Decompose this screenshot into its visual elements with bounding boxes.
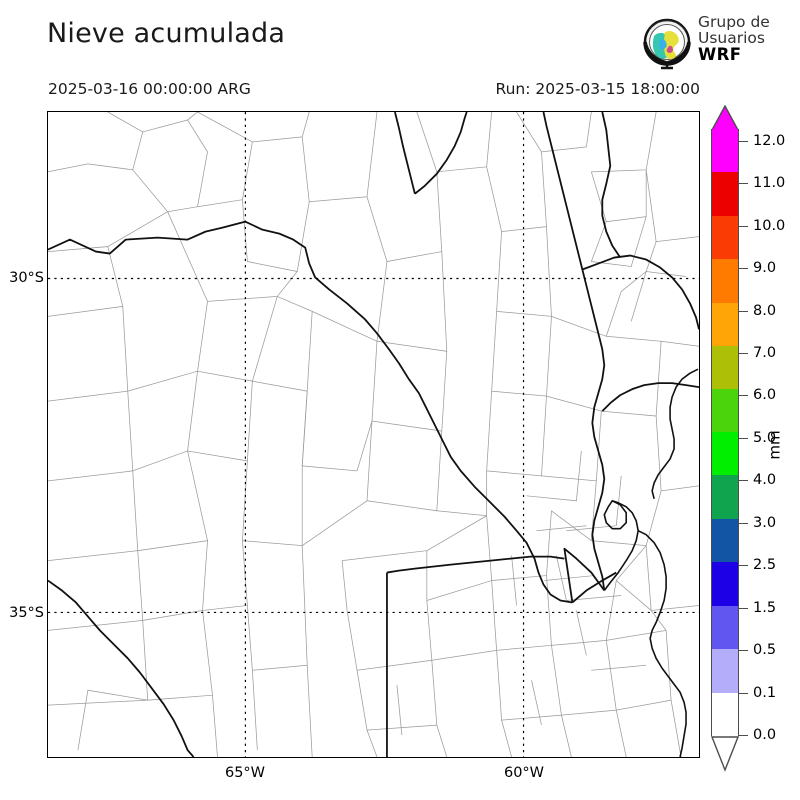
x-axis-tick-label: 60°W: [503, 765, 545, 781]
colorbar-band: [712, 171, 738, 216]
colorbar-band: [712, 519, 738, 563]
colorbar-gradient: [711, 129, 739, 736]
colorbar-tick: [739, 353, 748, 354]
wrf-logo: Grupo de Usuarios WRF: [640, 14, 796, 74]
colorbar-tick-label: 8.0: [753, 303, 777, 319]
colorbar-tick: [739, 480, 748, 481]
y-axis-tick-label: 30°S: [9, 270, 44, 286]
colorbar-tick: [739, 735, 748, 736]
colorbar-band: [712, 475, 738, 520]
y-axis-tick-label: 35°S: [9, 605, 44, 621]
colorbar-tick-label: 0.1: [753, 685, 777, 701]
colorbar-over-arrow: [711, 105, 739, 131]
colorbar-band: [712, 129, 738, 172]
colorbar-tick-label: 4.0: [753, 472, 777, 488]
page-title: Nieve acumulada: [47, 18, 286, 49]
colorbar-unit-label: mm: [765, 430, 784, 460]
colorbar-band: [712, 258, 738, 303]
colorbar-tick-label: 9.0: [753, 260, 777, 276]
logo-text: Grupo de Usuarios WRF: [698, 14, 770, 63]
colorbar-tick-label: 10.0: [753, 218, 786, 234]
colorbar-tick: [739, 395, 748, 396]
colorbar-band: [712, 302, 738, 346]
globe-emblem-icon: [643, 18, 691, 70]
colorbar-tick-label: 0.0: [753, 727, 777, 743]
colorbar-tick-label: 2.5: [753, 557, 777, 573]
colorbar-ticks: 0.0 0.1 0.5 1.5 2.5 3.0 4.0 5.0 6.0 7.0 8.0 9.0 10.0…: [739, 111, 800, 758]
colorbar-band: [712, 215, 738, 259]
logo-line-1: Grupo de: [698, 13, 770, 31]
colorbar-tick-label: 3.0: [753, 515, 777, 531]
logo-line-2: Usuarios: [698, 29, 765, 48]
colorbar-band: [712, 388, 738, 433]
colorbar-tick: [739, 650, 748, 651]
valid-time-label: 2025-03-16 00:00:00 ARG: [48, 80, 251, 98]
colorbar-tick: [739, 311, 748, 312]
colorbar-tick-label: 5.0: [753, 430, 777, 446]
colorbar-tick: [739, 608, 748, 609]
colorbar-tick: [739, 438, 748, 439]
logo-line-3: WRF: [698, 45, 742, 65]
colorbar-tick-label: 6.0: [753, 387, 777, 403]
colorbar-band: [712, 649, 738, 693]
colorbar[interactable]: 0.0 0.1 0.5 1.5 2.5 3.0 4.0 5.0 6.0 7.0 8.0 9.0 10.0…: [711, 105, 785, 772]
colorbar-under-arrow: [711, 736, 739, 772]
map-geometry: [48, 112, 699, 757]
colorbar-tick-label: 7.0: [753, 345, 777, 361]
colorbar-tick: [739, 183, 748, 184]
colorbar-tick: [739, 141, 748, 142]
colorbar-tick: [739, 693, 748, 694]
colorbar-band: [712, 345, 738, 389]
colorbar-tick: [739, 565, 748, 566]
colorbar-band: [712, 692, 738, 736]
colorbar-band: [712, 432, 738, 476]
run-time-label: Run: 2025-03-15 18:00:00: [495, 80, 701, 98]
colorbar-band: [712, 606, 738, 650]
colorbar-tick: [739, 226, 748, 227]
colorbar-tick-label: 0.5: [753, 642, 777, 658]
colorbar-tick: [739, 523, 748, 524]
department-boundaries: [48, 112, 699, 757]
province-boundaries: [48, 112, 699, 757]
coastline: [603, 368, 699, 757]
x-axis-tick-label: 65°W: [224, 765, 266, 781]
colorbar-tick-label: 11.0: [753, 175, 786, 191]
map-plot-area[interactable]: [47, 111, 700, 758]
graticule-lines: [48, 112, 699, 757]
colorbar-tick-label: 12.0: [753, 133, 786, 149]
colorbar-tick-label: 1.5: [753, 600, 777, 616]
colorbar-band: [712, 562, 738, 607]
colorbar-tick: [739, 268, 748, 269]
